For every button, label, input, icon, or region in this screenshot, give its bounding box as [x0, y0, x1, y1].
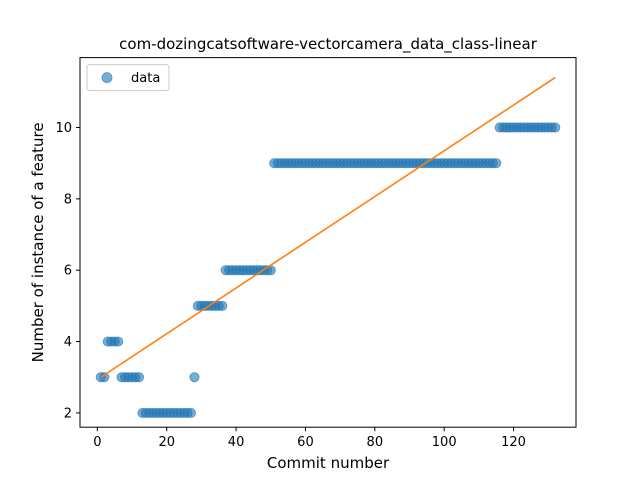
- y-axis-label: Number of instance of a feature: [29, 122, 47, 362]
- data-point: [185, 407, 197, 419]
- y-axis: 2 4 6 8 10: [55, 121, 80, 421]
- x-tick-label: 120: [501, 435, 526, 450]
- x-tick-label: 20: [158, 435, 175, 450]
- data-point: [113, 336, 124, 347]
- x-axis-label: Commit number: [267, 454, 390, 472]
- y-tick-label: 2: [64, 406, 72, 421]
- y-tick-label: 8: [64, 192, 72, 207]
- data-point: [491, 158, 502, 169]
- legend: data: [86, 64, 170, 92]
- legend-label-data: data: [131, 71, 160, 86]
- plot-frame: [79, 57, 577, 428]
- data-point: [133, 372, 145, 383]
- data-point: [217, 300, 228, 311]
- x-axis: 0 20 40 60 80 100 120: [93, 427, 526, 450]
- y-tick-label: 10: [55, 121, 72, 136]
- x-tick-label: 0: [93, 435, 101, 450]
- data-point: [99, 372, 110, 383]
- legend-marker-data: [101, 72, 113, 84]
- x-tick-label: 80: [367, 435, 384, 450]
- plot-area: [95, 76, 561, 419]
- y-tick-label: 6: [64, 264, 72, 279]
- y-tick-label: 4: [64, 335, 72, 350]
- x-tick-label: 100: [432, 435, 457, 450]
- x-tick-label: 60: [297, 435, 314, 450]
- x-tick-label: 40: [228, 435, 245, 450]
- data-point: [189, 372, 200, 383]
- chart-title: com-dozingcatsoftware-vectorcamera_data_…: [119, 35, 538, 54]
- legend-box: [86, 64, 170, 92]
- data-point: [550, 122, 561, 133]
- fit-line: [100, 76, 556, 378]
